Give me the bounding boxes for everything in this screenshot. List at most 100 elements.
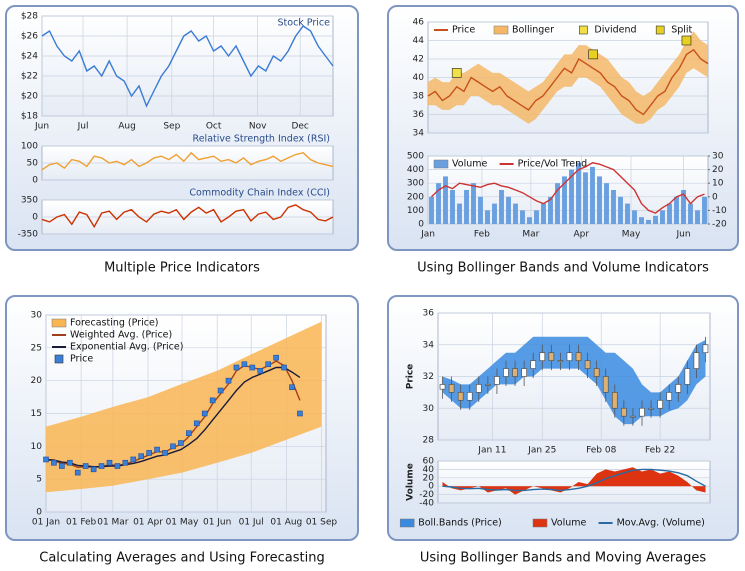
y-tick-label: 50 bbox=[27, 159, 39, 169]
band bbox=[46, 321, 322, 493]
candle-body bbox=[466, 392, 473, 401]
bar bbox=[471, 183, 476, 224]
bar bbox=[590, 166, 595, 224]
point bbox=[106, 459, 113, 466]
candle-body bbox=[521, 368, 527, 377]
x-tick-label: Jun bbox=[34, 122, 49, 132]
point bbox=[154, 446, 160, 453]
y-tick-label: -350 bbox=[18, 230, 39, 240]
y-tick-label: 200 bbox=[407, 192, 424, 202]
point bbox=[209, 397, 216, 404]
line bbox=[431, 162, 705, 214]
legend-label: Volume bbox=[551, 518, 586, 529]
x-tick-label: Jul bbox=[77, 122, 89, 132]
y-tick-label: $22 bbox=[21, 72, 38, 82]
candle-body bbox=[693, 352, 700, 369]
bar bbox=[569, 169, 574, 224]
legend-label: Price bbox=[70, 354, 93, 365]
y2-tick-label: 10 bbox=[712, 179, 724, 189]
y2-tick-label: -10 bbox=[712, 206, 727, 216]
band bbox=[428, 31, 708, 124]
x-tick-label: Feb 22 bbox=[645, 446, 675, 456]
bar bbox=[667, 203, 672, 224]
x-tick-label: Jan bbox=[420, 230, 435, 240]
point bbox=[289, 384, 295, 391]
bar bbox=[548, 196, 553, 224]
bar bbox=[611, 190, 616, 224]
y-tick-label: 20 bbox=[31, 376, 43, 386]
point bbox=[186, 430, 192, 437]
point bbox=[162, 450, 168, 456]
y-tick-label: -20 bbox=[419, 490, 434, 500]
candle-body bbox=[602, 376, 609, 393]
candle-body bbox=[457, 392, 464, 401]
point bbox=[233, 364, 240, 371]
bar bbox=[646, 219, 651, 224]
candle-body bbox=[584, 360, 591, 369]
bar bbox=[464, 190, 469, 224]
legend-icon bbox=[399, 518, 415, 528]
point bbox=[193, 420, 200, 427]
point bbox=[249, 364, 256, 371]
y-tick-label: 38 bbox=[413, 92, 425, 102]
y-tick-label: 60 bbox=[423, 457, 435, 467]
caption: Multiple Price Indicators bbox=[104, 261, 260, 276]
x-tick-label: Feb 08 bbox=[586, 446, 617, 456]
y-tick-label: $24 bbox=[21, 52, 38, 62]
candle-body bbox=[702, 344, 709, 354]
bar bbox=[618, 196, 623, 224]
candle-body bbox=[485, 384, 491, 386]
bar bbox=[653, 215, 658, 224]
y-tick-label: 0 bbox=[36, 508, 42, 518]
y-tick-label: 44 bbox=[413, 36, 425, 46]
legend-label: Dividend bbox=[594, 25, 636, 36]
plot-title: Relative Strength Index (RSI) bbox=[193, 134, 330, 145]
y-tick-label: 0 bbox=[32, 176, 38, 186]
point bbox=[74, 469, 81, 476]
event-marker bbox=[451, 68, 462, 78]
x-tick-label: 01 Apr bbox=[133, 518, 163, 528]
point bbox=[130, 456, 137, 463]
bar bbox=[583, 172, 588, 224]
candle-body bbox=[630, 415, 636, 418]
bar bbox=[527, 217, 532, 224]
legend-icon bbox=[51, 318, 67, 328]
bar bbox=[604, 183, 609, 224]
bar bbox=[457, 203, 462, 224]
x-tick-label: Jan 25 bbox=[527, 446, 556, 456]
x-tick-label: Feb bbox=[474, 230, 490, 240]
y-tick-label: 500 bbox=[407, 152, 424, 162]
candle-body bbox=[675, 384, 682, 393]
y-tick-label: 100 bbox=[21, 142, 38, 152]
point bbox=[98, 463, 105, 469]
bar bbox=[534, 210, 539, 224]
candle-body bbox=[530, 360, 537, 369]
candle-body bbox=[494, 376, 500, 385]
y-tick-label: 0 bbox=[428, 482, 434, 492]
y-tick-label: 36 bbox=[413, 110, 425, 120]
y-tick-label: 400 bbox=[407, 165, 424, 175]
legend-label: Exponential Avg. (Price) bbox=[70, 342, 183, 353]
point bbox=[217, 387, 224, 394]
y2-tick-label: -20 bbox=[712, 220, 727, 230]
bar bbox=[597, 176, 602, 224]
bar bbox=[702, 196, 707, 224]
y-tick-label: 34 bbox=[413, 129, 425, 139]
bar bbox=[562, 176, 567, 224]
line bbox=[41, 204, 334, 229]
y2-tick-label: 30 bbox=[712, 152, 724, 162]
y2-tick-label: 20 bbox=[712, 165, 724, 175]
candle-body bbox=[539, 352, 546, 361]
event-marker bbox=[588, 49, 598, 60]
line bbox=[41, 25, 334, 108]
x-tick-label: Sep bbox=[163, 122, 180, 132]
point bbox=[146, 450, 152, 456]
point bbox=[59, 463, 65, 469]
candle-body bbox=[657, 399, 663, 409]
x-tick-label: 01 May bbox=[166, 518, 200, 528]
bar bbox=[639, 217, 644, 224]
candle-body bbox=[439, 384, 446, 390]
caption: Calculating Averages and Using Forecasti… bbox=[39, 551, 324, 566]
candle-body bbox=[575, 352, 582, 361]
candle-body bbox=[593, 368, 600, 377]
